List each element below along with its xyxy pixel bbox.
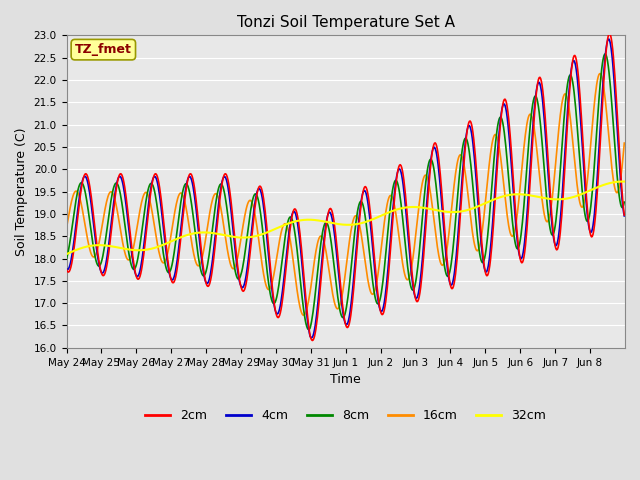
- Text: TZ_fmet: TZ_fmet: [75, 43, 132, 56]
- Title: Tonzi Soil Temperature Set A: Tonzi Soil Temperature Set A: [237, 15, 455, 30]
- Legend: 2cm, 4cm, 8cm, 16cm, 32cm: 2cm, 4cm, 8cm, 16cm, 32cm: [140, 404, 551, 427]
- X-axis label: Time: Time: [330, 373, 361, 386]
- Y-axis label: Soil Temperature (C): Soil Temperature (C): [15, 127, 28, 256]
